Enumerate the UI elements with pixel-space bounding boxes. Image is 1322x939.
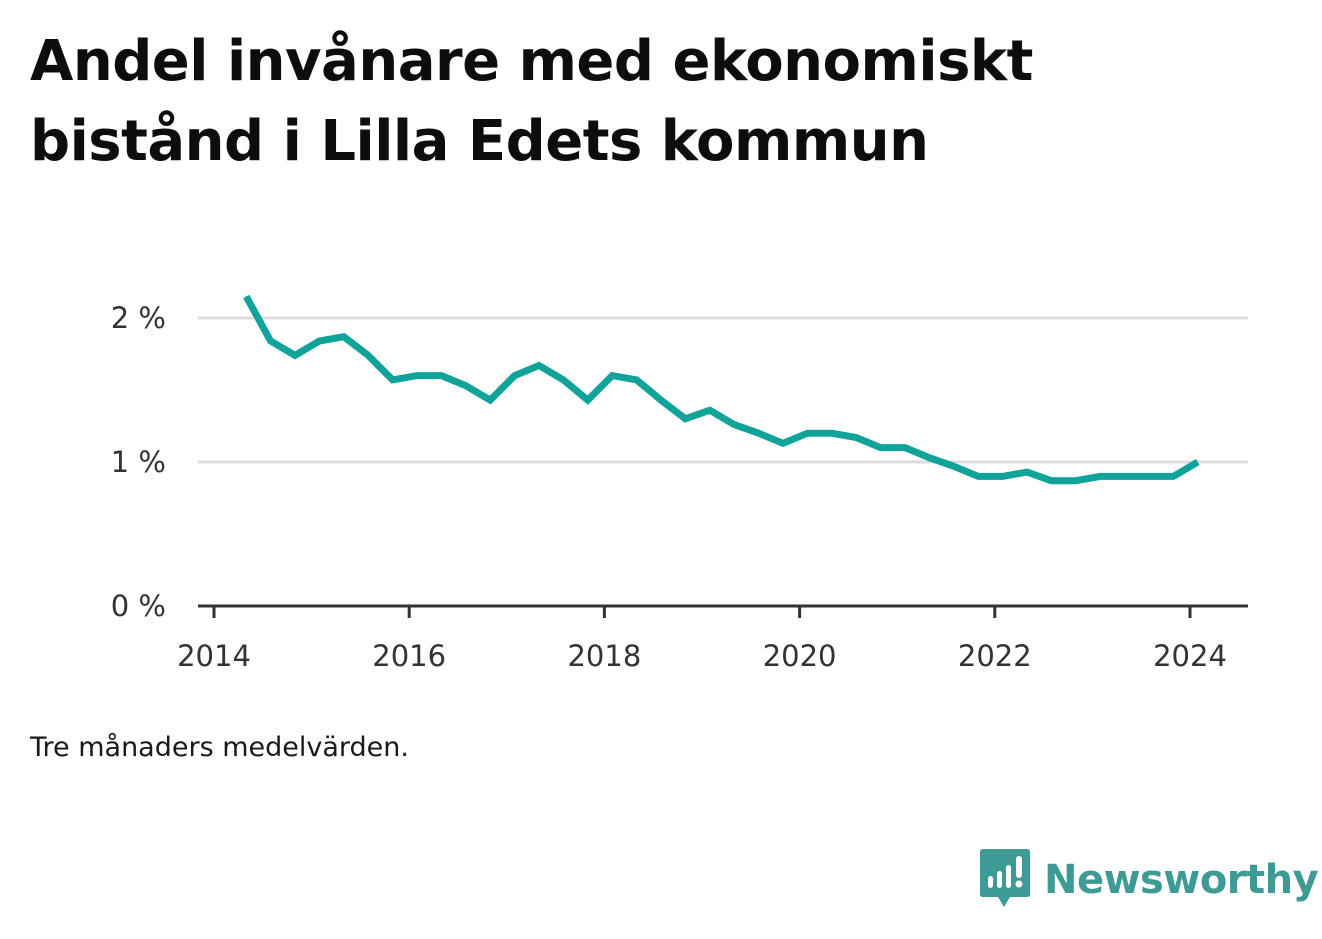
y-tick-label: 0 % [111,589,166,623]
x-tick-label: 2024 [1153,639,1227,673]
brand-name: Newsworthy [1044,857,1319,903]
y-tick-label: 1 % [111,445,166,479]
y-axis-labels: 0 % 1 % 2 % [111,301,166,623]
x-tick-label: 2016 [372,639,446,673]
x-axis-labels: 2014 2016 2018 2020 2022 2024 [177,639,1227,673]
grid-lines [198,316,1248,464]
y-tick-label: 2 % [111,301,166,335]
x-tick-label: 2020 [763,639,837,673]
x-tick-label: 2018 [567,639,641,673]
chart-title: Andel invånare med ekonomiskt bistånd i … [30,29,1033,174]
x-tick-label: 2014 [177,639,251,673]
series-layer [243,294,1200,485]
x-axis [198,604,1248,618]
x-tick-label: 2022 [958,639,1032,673]
newsworthy-logo[interactable]: Newsworthy [980,848,1319,912]
series-line-0 [243,294,1200,485]
chart-footnote: Tre månaders medelvärden. [30,732,409,763]
newsworthy-logo-icon [980,849,1030,907]
